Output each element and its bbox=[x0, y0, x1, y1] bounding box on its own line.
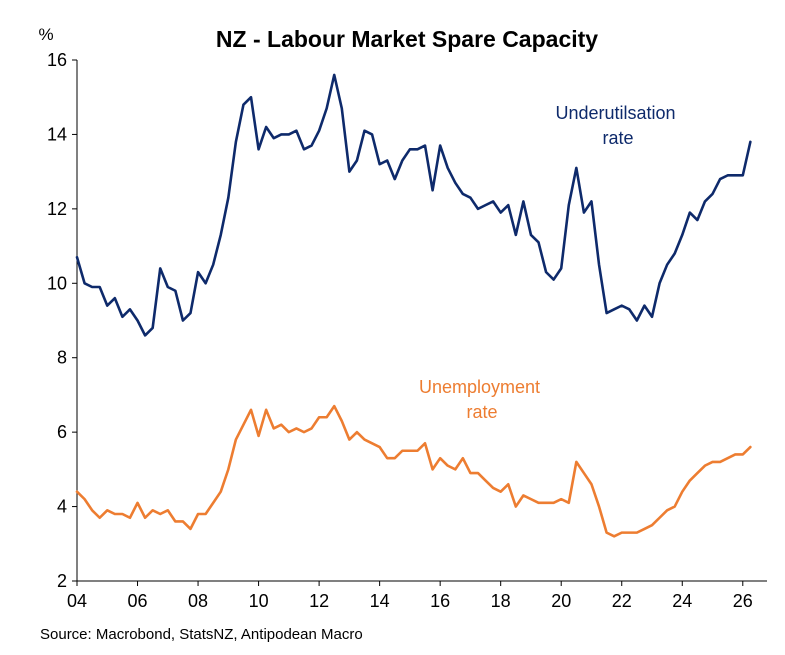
y-tick-label: 4 bbox=[57, 497, 67, 517]
x-tick-label: 16 bbox=[430, 591, 450, 611]
x-tick-label: 08 bbox=[188, 591, 208, 611]
y-tick-label: 10 bbox=[47, 273, 67, 293]
series-label-unemployment-line2: rate bbox=[466, 402, 497, 422]
y-tick-label: 16 bbox=[47, 50, 67, 70]
y-tick-label: 2 bbox=[57, 571, 67, 591]
source-note: Source: Macrobond, StatsNZ, Antipodean M… bbox=[40, 626, 363, 643]
series-label-underutilisation-line1: Underutilsation bbox=[555, 103, 675, 123]
x-tick-label: 24 bbox=[672, 591, 692, 611]
unemployment-rate-line bbox=[75, 404, 752, 538]
y-axis: 2 4 6 8 10 12 14 16 bbox=[47, 50, 78, 591]
y-tick-label: 8 bbox=[57, 348, 67, 368]
x-tick-label: 20 bbox=[551, 591, 571, 611]
x-axis: 04 06 08 10 12 14 16 18 20 22 24 26 bbox=[67, 580, 767, 611]
x-tick-label: 26 bbox=[733, 591, 753, 611]
x-tick-label: 10 bbox=[249, 591, 269, 611]
chart-title: NZ - Labour Market Spare Capacity bbox=[216, 26, 598, 52]
x-tick-label: 04 bbox=[67, 591, 87, 611]
y-axis-unit: % bbox=[38, 25, 53, 44]
series-label-underutilisation: Underutilsation rate bbox=[555, 103, 680, 148]
series-label-unemployment: Unemployment rate bbox=[419, 377, 545, 422]
series-lines bbox=[75, 73, 752, 538]
y-tick-label: 14 bbox=[47, 124, 67, 144]
x-tick-label: 18 bbox=[491, 591, 511, 611]
x-tick-label: 12 bbox=[309, 591, 329, 611]
y-tick-label: 6 bbox=[57, 422, 67, 442]
underutilisation-rate-line bbox=[75, 73, 752, 337]
series-label-underutilisation-line2: rate bbox=[602, 128, 633, 148]
x-tick-label: 06 bbox=[128, 591, 148, 611]
y-tick-label: 12 bbox=[47, 199, 67, 219]
x-tick-label: 14 bbox=[370, 591, 390, 611]
series-label-unemployment-line1: Unemployment bbox=[419, 377, 540, 397]
x-tick-label: 22 bbox=[612, 591, 632, 611]
